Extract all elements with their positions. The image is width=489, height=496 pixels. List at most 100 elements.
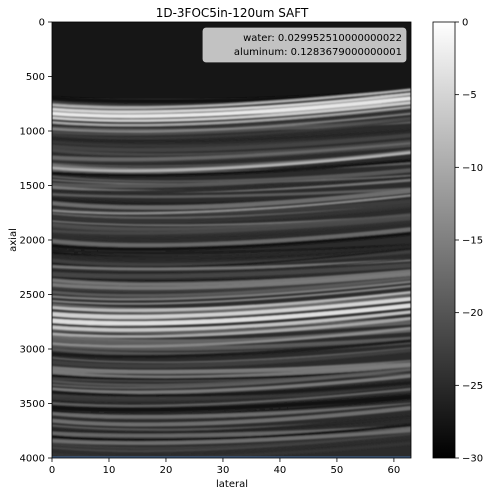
heatmap-streak (52, 368, 411, 381)
colorbar-tick-label: −20 (462, 308, 483, 319)
heatmap-streak (52, 158, 411, 177)
heatmap-streak (52, 385, 411, 402)
heatmap-bands (52, 88, 411, 458)
heatmap-echo-band (52, 92, 411, 114)
heatmap-streak (52, 403, 411, 424)
heatmap-streak (52, 269, 411, 287)
heatmap-streak (52, 394, 411, 413)
y-tick-label: 3500 (20, 399, 45, 410)
heatmap-streak (52, 176, 411, 194)
y-tick-label: 3000 (20, 345, 45, 356)
heatmap-streak (52, 339, 411, 359)
heatmap-echo-band (52, 151, 411, 173)
heatmap-streak (52, 414, 411, 436)
heatmap-streak (52, 109, 411, 129)
heatmap-streak (52, 168, 411, 189)
x-tick-label: 10 (103, 465, 116, 476)
y-tick-label: 2500 (20, 290, 45, 301)
x-axis: 0 10 20 30 40 50 60 (49, 458, 400, 476)
heatmap-streak (52, 380, 411, 398)
heatmap-streak (52, 272, 411, 291)
heatmap-streak (52, 213, 411, 232)
heatmap-echo-band (52, 316, 411, 338)
heatmap-streak (52, 432, 411, 450)
x-tick-label: 60 (388, 465, 401, 476)
heatmap-streak (52, 387, 411, 407)
heatmap-streak (52, 338, 411, 352)
heatmap-streak (52, 397, 411, 416)
legend: water: 0.029952510000000022 aluminum: 0.… (202, 27, 407, 63)
heatmap-streak (52, 142, 411, 162)
y-tick-label: 4000 (20, 454, 45, 465)
heatmap-streak (52, 250, 411, 267)
heatmap-streak (52, 362, 411, 375)
heatmap-streak (52, 119, 411, 140)
heatmap-streak (52, 244, 411, 254)
chart-title: 1D-3FOC5in-120um SAFT (156, 6, 309, 20)
heatmap-echo-band (52, 194, 411, 215)
heatmap-streak (52, 276, 411, 298)
heatmap-streak (52, 347, 411, 369)
heatmap-image (52, 22, 411, 458)
heatmap-streak (52, 367, 411, 387)
heatmap-echo-band (52, 327, 411, 348)
heatmap-streak (52, 144, 411, 163)
plot-area: 0 10 20 30 40 50 60 0 500 1000 1500 2000 2500 3000 35… (8, 18, 412, 490)
heatmap-streak (52, 116, 411, 136)
heatmap-streak (52, 139, 411, 157)
heatmap-streak (52, 258, 411, 274)
heatmap-streak (52, 402, 411, 419)
y-axis-label: axial (8, 228, 19, 252)
heatmap-streak (52, 406, 411, 427)
y-axis: 0 500 1000 1500 2000 2500 3000 3500 4000 (20, 18, 52, 465)
y-tick-label: 2000 (20, 236, 45, 247)
y-tick-label: 1000 (20, 127, 45, 138)
heatmap-streak (52, 227, 411, 248)
colorbar-axis: 0 −5 −10 −15 −20 −25 −30 (455, 18, 483, 465)
colorbar-tick-label: 0 (462, 18, 468, 29)
heatmap-echo-band (52, 101, 411, 123)
heatmap-streak (52, 216, 411, 236)
heatmap-echo-band (52, 88, 411, 109)
heatmap-echo-band (52, 105, 411, 127)
legend-entry-aluminum: aluminum: 0.1283679000000001 (234, 47, 402, 58)
colorbar-tick-label: −10 (462, 163, 483, 174)
colorbar-tick-label: −30 (462, 454, 483, 465)
heatmap-streak (52, 188, 411, 210)
colorbar-tick-label: −15 (462, 236, 483, 247)
heatmap-streak (52, 423, 411, 442)
heatmap-streak (52, 187, 411, 199)
heatmap-streak (52, 368, 411, 390)
colorbar-gradient (432, 21, 456, 459)
heatmap-streak (52, 220, 411, 238)
x-tick-label: 40 (274, 465, 287, 476)
heatmap-streak (52, 434, 411, 456)
x-tick-label: 50 (331, 465, 344, 476)
heatmap-streak (52, 231, 411, 251)
legend-box (202, 27, 407, 63)
heatmap-echo-band (52, 112, 411, 133)
heatmap-streak (52, 280, 411, 301)
colorbar: 0 −5 −10 −15 −20 −25 −30 (432, 18, 483, 465)
heatmap-echo-band (52, 310, 411, 332)
heatmap-streak (52, 347, 411, 363)
heatmap-streak (52, 133, 411, 153)
heatmap-streak (52, 276, 411, 293)
heatmap-echo-band (52, 290, 411, 312)
heatmap-streak (52, 203, 411, 224)
heatmap-streak (52, 428, 411, 446)
colorbar-tick-label: −5 (462, 90, 477, 101)
y-tick-label: 500 (26, 72, 45, 83)
heatmap-echo-band (52, 296, 411, 319)
x-tick-label: 20 (160, 465, 173, 476)
heatmap-streak (52, 247, 411, 269)
heatmap-echo-band (52, 303, 411, 326)
x-tick-label: 30 (217, 465, 230, 476)
heatmap-streak (52, 363, 411, 380)
y-tick-label: 1500 (20, 181, 45, 192)
heatmap-streak (52, 263, 411, 279)
x-tick-label: 0 (49, 465, 55, 476)
y-tick-label: 0 (39, 18, 45, 29)
colorbar-tick-label: −25 (462, 381, 483, 392)
